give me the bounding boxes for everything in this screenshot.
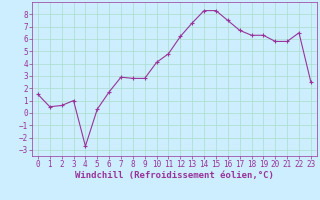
X-axis label: Windchill (Refroidissement éolien,°C): Windchill (Refroidissement éolien,°C) — [75, 171, 274, 180]
